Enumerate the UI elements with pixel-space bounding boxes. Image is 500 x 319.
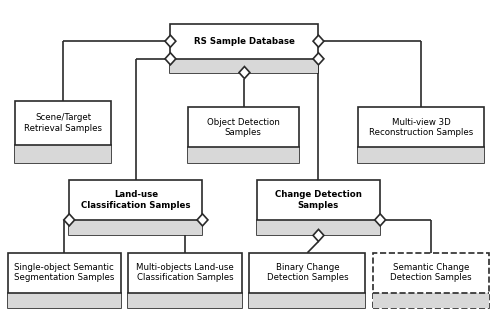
FancyBboxPatch shape <box>128 293 242 308</box>
Polygon shape <box>165 53 176 65</box>
FancyBboxPatch shape <box>358 147 484 163</box>
FancyBboxPatch shape <box>170 24 318 72</box>
FancyBboxPatch shape <box>358 107 484 163</box>
Polygon shape <box>313 229 324 241</box>
Text: Change Detection
Samples: Change Detection Samples <box>275 190 362 210</box>
FancyBboxPatch shape <box>69 180 202 235</box>
FancyBboxPatch shape <box>15 101 111 163</box>
Polygon shape <box>239 67 250 78</box>
Polygon shape <box>313 35 324 47</box>
FancyBboxPatch shape <box>128 253 242 308</box>
FancyBboxPatch shape <box>257 220 380 235</box>
Text: RS Sample Database: RS Sample Database <box>194 37 295 46</box>
Text: Single-object Semantic
Segmentation Samples: Single-object Semantic Segmentation Samp… <box>14 263 114 282</box>
Polygon shape <box>313 53 324 65</box>
FancyBboxPatch shape <box>250 293 366 308</box>
FancyBboxPatch shape <box>373 293 488 308</box>
FancyBboxPatch shape <box>188 147 298 163</box>
Text: Object Detection
Samples: Object Detection Samples <box>207 117 280 137</box>
Text: Land-use
Classification Samples: Land-use Classification Samples <box>81 190 190 210</box>
Text: Multi-view 3D
Reconstruction Samples: Multi-view 3D Reconstruction Samples <box>369 117 473 137</box>
FancyBboxPatch shape <box>69 220 202 235</box>
Polygon shape <box>165 35 176 47</box>
Text: Multi-objects Land-use
Classification Samples: Multi-objects Land-use Classification Sa… <box>136 263 234 282</box>
FancyBboxPatch shape <box>257 180 380 235</box>
FancyBboxPatch shape <box>15 145 111 163</box>
FancyBboxPatch shape <box>8 293 121 308</box>
Text: Binary Change
Detection Samples: Binary Change Detection Samples <box>266 263 348 282</box>
FancyBboxPatch shape <box>373 253 488 308</box>
FancyBboxPatch shape <box>170 59 318 72</box>
FancyBboxPatch shape <box>250 253 366 308</box>
Polygon shape <box>197 214 208 226</box>
Polygon shape <box>64 214 74 226</box>
Polygon shape <box>374 214 386 226</box>
FancyBboxPatch shape <box>8 253 121 308</box>
Text: Semantic Change
Detection Samples: Semantic Change Detection Samples <box>390 263 471 282</box>
Text: Scene/Target
Retrieval Samples: Scene/Target Retrieval Samples <box>24 114 102 133</box>
FancyBboxPatch shape <box>188 107 298 163</box>
